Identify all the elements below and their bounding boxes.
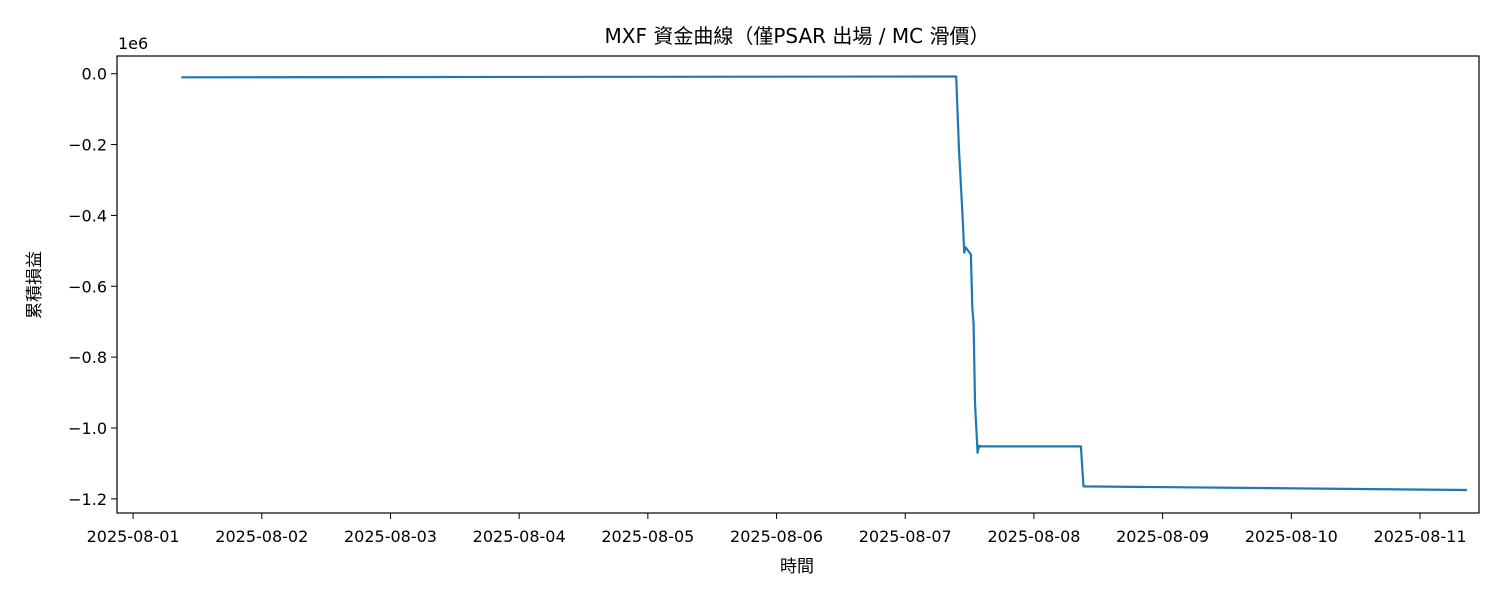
x-axis-label: 時間	[780, 557, 814, 577]
y-tick-label: 0.0	[82, 65, 107, 84]
x-tick-label: 2025-08-02	[215, 527, 308, 546]
x-tick-label: 2025-08-07	[859, 527, 952, 546]
y-tick-label: −1.0	[68, 419, 107, 438]
x-tick-label: 2025-08-11	[1374, 527, 1467, 546]
y-tick-label: −0.8	[68, 348, 107, 367]
chart-title: MXF 資金曲線（僅PSAR 出場 / MC 滑價）	[605, 24, 990, 48]
x-tick-label: 2025-08-08	[987, 527, 1080, 546]
plot-area-frame	[116, 55, 1480, 514]
y-tick-label: −0.6	[68, 277, 107, 296]
y-axis-label: 累積損益	[25, 251, 45, 319]
series-line	[181, 75, 1467, 492]
x-tick-label: 2025-08-09	[1116, 527, 1209, 546]
y-tick-label: −0.2	[68, 136, 107, 155]
x-tick-label: 2025-08-10	[1245, 527, 1338, 546]
y-tick-label: −0.4	[68, 206, 107, 225]
x-tick-label: 2025-08-05	[601, 527, 694, 546]
y-tick-label: −1.2	[68, 490, 107, 509]
x-tick-label: 2025-08-03	[344, 527, 437, 546]
x-tick-label: 2025-08-04	[473, 527, 566, 546]
x-axis-ticks: 2025-08-01 2025-08-02 2025-08-03 2025-08-04…	[87, 513, 1467, 546]
x-tick-label: 2025-08-01	[87, 527, 180, 546]
x-tick-label: 2025-08-06	[730, 527, 823, 546]
y-axis-ticks: 0.0 −0.2 −0.4 −0.6 −0.8 −1.0 −1.2	[68, 65, 117, 509]
y-offset-label: 1e6	[118, 34, 148, 53]
